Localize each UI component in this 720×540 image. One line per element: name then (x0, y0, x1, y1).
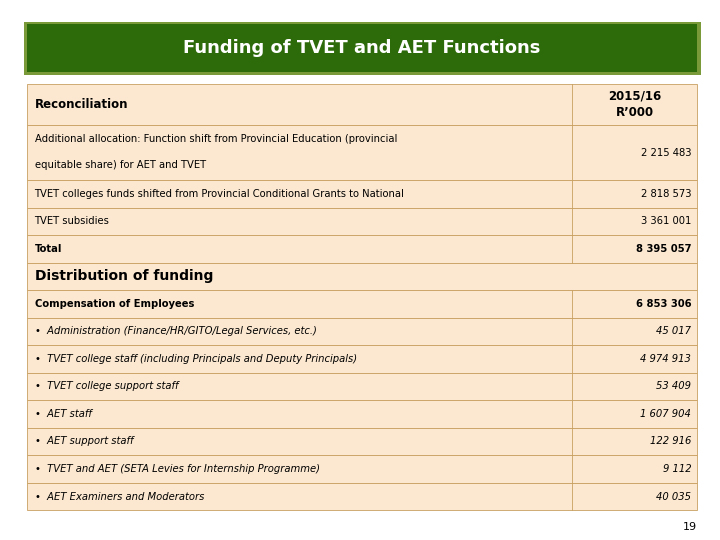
FancyBboxPatch shape (27, 207, 697, 235)
Text: •  AET Examiners and Moderators: • AET Examiners and Moderators (35, 491, 204, 502)
Text: 6 853 306: 6 853 306 (636, 299, 691, 309)
FancyBboxPatch shape (27, 373, 697, 400)
Text: 2 215 483: 2 215 483 (641, 147, 691, 158)
FancyBboxPatch shape (27, 84, 697, 125)
Text: Additional allocation: Function shift from Provincial Education (provincial: Additional allocation: Function shift fr… (35, 134, 397, 144)
Text: 45 017: 45 017 (656, 326, 691, 336)
Text: 3 361 001: 3 361 001 (641, 217, 691, 226)
Text: Distribution of funding: Distribution of funding (35, 269, 213, 284)
Text: Reconciliation: Reconciliation (35, 98, 128, 111)
Text: •  AET support staff: • AET support staff (35, 436, 133, 447)
Text: •  AET staff: • AET staff (35, 409, 91, 419)
FancyBboxPatch shape (27, 125, 697, 180)
Text: TVET colleges funds shifted from Provincial Conditional Grants to National: TVET colleges funds shifted from Provinc… (35, 189, 405, 199)
Text: Funding of TVET and AET Functions: Funding of TVET and AET Functions (184, 39, 541, 57)
Text: •  TVET college support staff: • TVET college support staff (35, 381, 178, 391)
Text: 40 035: 40 035 (656, 491, 691, 502)
Text: 19: 19 (683, 522, 697, 532)
Text: •  Administration (Finance/HR/GITO/Legal Services, etc.): • Administration (Finance/HR/GITO/Legal … (35, 326, 316, 336)
FancyBboxPatch shape (24, 22, 701, 75)
FancyBboxPatch shape (27, 24, 697, 72)
FancyBboxPatch shape (27, 455, 697, 483)
FancyBboxPatch shape (27, 318, 697, 345)
FancyBboxPatch shape (27, 483, 697, 510)
FancyBboxPatch shape (27, 345, 697, 373)
Text: Compensation of Employees: Compensation of Employees (35, 299, 194, 309)
Text: •  TVET and AET (SETA Levies for Internship Programme): • TVET and AET (SETA Levies for Internsh… (35, 464, 320, 474)
FancyBboxPatch shape (27, 400, 697, 428)
Text: •  TVET college staff (including Principals and Deputy Principals): • TVET college staff (including Principa… (35, 354, 356, 364)
FancyBboxPatch shape (27, 235, 697, 262)
Text: 1 607 904: 1 607 904 (640, 409, 691, 419)
Text: Total: Total (35, 244, 62, 254)
Text: 53 409: 53 409 (656, 381, 691, 391)
Text: 122 916: 122 916 (650, 436, 691, 447)
FancyBboxPatch shape (27, 180, 697, 207)
FancyBboxPatch shape (27, 290, 697, 318)
Text: 8 395 057: 8 395 057 (636, 244, 691, 254)
Text: 2015/16
R’000: 2015/16 R’000 (608, 90, 661, 119)
FancyBboxPatch shape (27, 262, 697, 290)
Text: 9 112: 9 112 (662, 464, 691, 474)
FancyBboxPatch shape (27, 428, 697, 455)
Text: equitable share) for AET and TVET: equitable share) for AET and TVET (35, 160, 206, 170)
Text: 4 974 913: 4 974 913 (640, 354, 691, 364)
Text: 2 818 573: 2 818 573 (641, 189, 691, 199)
Text: TVET subsidies: TVET subsidies (35, 217, 109, 226)
